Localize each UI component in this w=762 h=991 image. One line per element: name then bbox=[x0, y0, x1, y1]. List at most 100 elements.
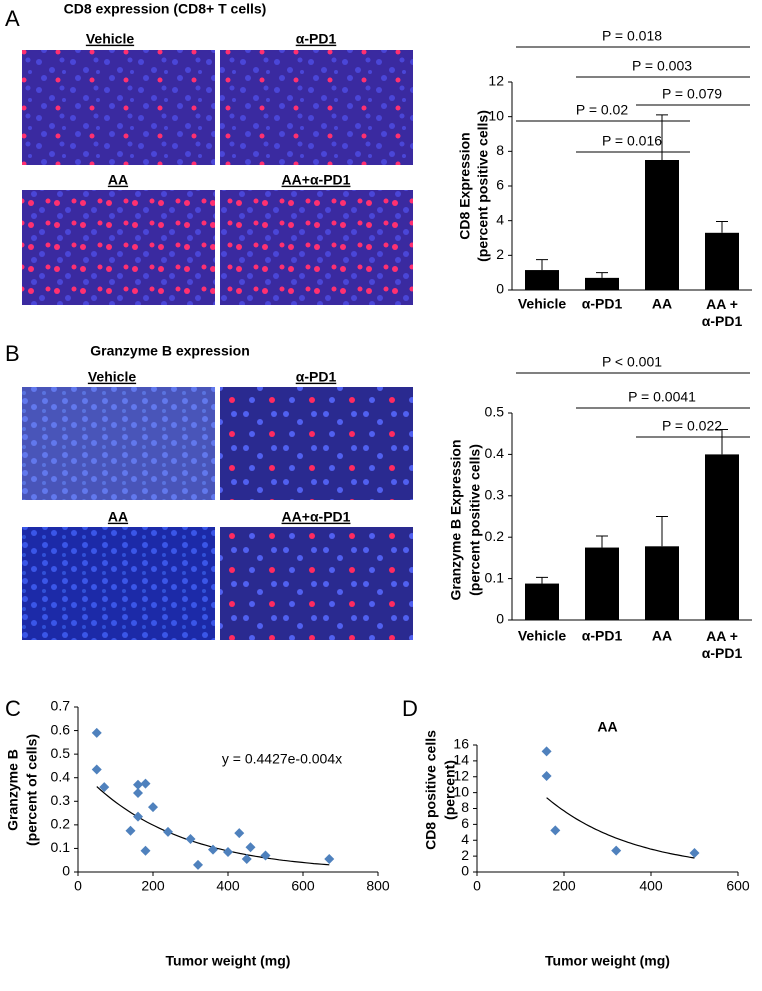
panel-title: Granzyme B expression bbox=[90, 343, 250, 359]
y-tick-label: 4 bbox=[461, 831, 469, 847]
data-point bbox=[140, 778, 151, 789]
image-label: AA+α-PD1 bbox=[282, 509, 351, 525]
data-point bbox=[541, 746, 552, 757]
y-tick-label: 16 bbox=[453, 736, 469, 752]
micrograph bbox=[220, 50, 413, 165]
error-bar bbox=[536, 576, 548, 584]
x-axis-label: Tumor weight (mg) bbox=[545, 953, 670, 969]
bar bbox=[645, 160, 679, 290]
panel-letter: C bbox=[5, 696, 21, 721]
y-axis-label: (percent positive cells) bbox=[467, 444, 483, 596]
error-bar bbox=[716, 221, 728, 233]
data-point bbox=[541, 770, 552, 781]
micrograph bbox=[22, 387, 215, 500]
y-tick-label: 14 bbox=[453, 752, 469, 768]
y-tick-label: 12 bbox=[453, 767, 469, 783]
image-label: Vehicle bbox=[88, 369, 136, 385]
x-tick-label: AA bbox=[652, 296, 672, 312]
y-tick-label: 0.5 bbox=[485, 404, 505, 420]
data-point bbox=[163, 826, 173, 837]
x-tick-label: 200 bbox=[141, 878, 165, 894]
y-axis-label: Granzyme B Expression bbox=[448, 439, 464, 600]
x-tick-label: α-PD1 bbox=[582, 296, 623, 312]
x-tick-label: 400 bbox=[639, 878, 663, 894]
y-axis-label: (percent) bbox=[442, 760, 458, 820]
y-tick-label: 8 bbox=[496, 142, 504, 158]
data-point bbox=[550, 825, 561, 836]
x-tick-label: Vehicle bbox=[518, 628, 566, 644]
y-tick-label: 0 bbox=[461, 863, 469, 879]
y-tick-label: 0 bbox=[62, 863, 70, 879]
y-axis-label: CD8 Expression bbox=[457, 132, 473, 239]
data-point bbox=[185, 834, 196, 844]
error-bar bbox=[716, 429, 728, 455]
y-tick-label: 0.1 bbox=[51, 839, 71, 855]
data-point bbox=[148, 802, 158, 813]
y-tick-label: 0 bbox=[496, 611, 504, 627]
image-label: AA+α-PD1 bbox=[282, 172, 351, 188]
x-tick-label: Vehicle bbox=[518, 296, 566, 312]
y-tick-label: 0.2 bbox=[485, 528, 505, 544]
x-tick-label: 600 bbox=[726, 878, 750, 894]
x-tick-label: 0 bbox=[473, 878, 481, 894]
data-point bbox=[324, 854, 335, 865]
bar bbox=[585, 277, 619, 290]
data-point bbox=[208, 844, 218, 855]
image-label: AA bbox=[108, 172, 128, 188]
panel-letter: D bbox=[402, 696, 418, 721]
x-tick-label: AA bbox=[652, 628, 672, 644]
micrograph bbox=[220, 387, 413, 500]
p-value: P = 0.0041 bbox=[628, 389, 696, 405]
data-point bbox=[193, 859, 203, 870]
y-tick-label: 0.4 bbox=[485, 445, 505, 461]
trendline bbox=[546, 797, 695, 859]
data-point bbox=[125, 825, 136, 836]
data-point bbox=[133, 788, 143, 799]
y-tick-label: 0 bbox=[496, 281, 504, 297]
chart-title: AA bbox=[597, 719, 617, 735]
y-tick-label: 10 bbox=[453, 783, 469, 799]
bar bbox=[705, 454, 739, 620]
panel-letter: B bbox=[5, 341, 20, 366]
equation: y = 0.4427e-0.004x bbox=[222, 751, 342, 767]
x-tick-label: 0 bbox=[74, 878, 82, 894]
bar bbox=[525, 270, 559, 290]
x-tick-label: AA + α-PD1 bbox=[702, 296, 743, 329]
x-tick-label: 200 bbox=[552, 878, 576, 894]
data-point bbox=[133, 811, 143, 822]
image-label: AA bbox=[108, 509, 128, 525]
panel-letter: A bbox=[5, 6, 20, 31]
data-point bbox=[91, 727, 102, 738]
image-label: α-PD1 bbox=[296, 369, 337, 385]
p-value: P = 0.018 bbox=[602, 28, 662, 44]
y-tick-label: 0.7 bbox=[51, 698, 71, 714]
y-tick-label: 12 bbox=[488, 73, 504, 89]
p-value: P = 0.003 bbox=[632, 58, 692, 74]
y-tick-label: 2 bbox=[496, 246, 504, 262]
error-bar bbox=[536, 259, 548, 271]
y-tick-label: 4 bbox=[496, 211, 504, 227]
y-axis-label: Granzyme B bbox=[5, 749, 21, 831]
y-tick-label: 6 bbox=[496, 177, 504, 193]
y-axis-label: (percent of cells) bbox=[24, 734, 40, 846]
x-tick-label: 400 bbox=[216, 878, 240, 894]
x-axis-label: Tumor weight (mg) bbox=[166, 953, 291, 969]
p-value: P = 0.016 bbox=[602, 133, 662, 149]
x-tick-label: α-PD1 bbox=[582, 628, 623, 644]
data-point bbox=[99, 782, 110, 793]
data-point bbox=[611, 845, 622, 856]
data-point bbox=[133, 779, 143, 790]
data-point bbox=[241, 854, 252, 865]
data-point bbox=[689, 847, 700, 858]
error-bar bbox=[656, 516, 668, 547]
y-tick-label: 0.3 bbox=[51, 792, 71, 808]
micrograph bbox=[22, 190, 215, 305]
data-point bbox=[260, 850, 271, 861]
y-tick-label: 0.6 bbox=[51, 721, 71, 737]
data-point bbox=[223, 846, 233, 857]
p-value: P = 0.02 bbox=[576, 102, 629, 118]
x-tick-label: 600 bbox=[291, 878, 315, 894]
data-point bbox=[234, 828, 245, 839]
micrograph bbox=[22, 527, 215, 640]
